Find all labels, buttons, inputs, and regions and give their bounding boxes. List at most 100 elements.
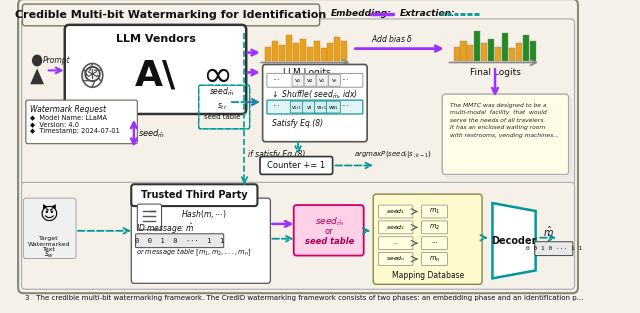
Bar bbox=[460, 41, 467, 60]
FancyBboxPatch shape bbox=[65, 25, 246, 114]
FancyBboxPatch shape bbox=[22, 4, 319, 26]
Text: seed table: seed table bbox=[305, 237, 354, 246]
FancyBboxPatch shape bbox=[314, 101, 328, 113]
Text: v₁₊₁: v₁₊₁ bbox=[292, 105, 302, 110]
FancyBboxPatch shape bbox=[442, 94, 568, 174]
Text: ID message: $\hat{m}$: ID message: $\hat{m}$ bbox=[136, 222, 195, 236]
Text: $s_w$: $s_w$ bbox=[44, 249, 54, 260]
Text: or message table $[m_1, m_2,...,m_n]$: or message table $[m_1, m_2,...,m_n]$ bbox=[136, 247, 252, 258]
Text: ···: ··· bbox=[431, 240, 438, 246]
Bar bbox=[529, 41, 536, 60]
Bar bbox=[265, 47, 271, 60]
Text: Embedding:: Embedding: bbox=[331, 9, 392, 18]
FancyBboxPatch shape bbox=[316, 74, 328, 86]
Text: Satisfy Eq.(8): Satisfy Eq.(8) bbox=[272, 119, 323, 128]
Text: $\infty$: $\infty$ bbox=[202, 58, 230, 92]
Text: 0  0  1  0  ···  1  1: 0 0 1 0 ··· 1 1 bbox=[135, 238, 224, 244]
Text: 3   The credible multi-bit watermarking framework. The CredID watermarking frame: 3 The credible multi-bit watermarking fr… bbox=[25, 295, 584, 301]
Text: or: or bbox=[325, 227, 333, 236]
FancyBboxPatch shape bbox=[136, 234, 224, 248]
Text: if satisfy Eq.(8): if satisfy Eq.(8) bbox=[248, 150, 305, 159]
FancyBboxPatch shape bbox=[260, 156, 333, 174]
FancyBboxPatch shape bbox=[18, 0, 578, 293]
FancyBboxPatch shape bbox=[422, 221, 447, 234]
FancyBboxPatch shape bbox=[378, 221, 413, 234]
Text: $seed_{\hat{m}}$: $seed_{\hat{m}}$ bbox=[314, 216, 344, 228]
Text: Target
Watermarked
Text: Target Watermarked Text bbox=[28, 236, 70, 252]
Text: $m_n$: $m_n$ bbox=[429, 254, 440, 264]
Bar bbox=[341, 41, 348, 60]
FancyBboxPatch shape bbox=[326, 101, 340, 113]
Bar bbox=[286, 35, 292, 60]
Text: ◆  Version: 4.0: ◆ Version: 4.0 bbox=[30, 121, 79, 127]
Bar bbox=[321, 48, 326, 60]
Text: $argmaxP(seed_i|s_{:k-1})$: $argmaxP(seed_i|s_{:k-1})$ bbox=[354, 149, 432, 160]
Text: $seed_2$: $seed_2$ bbox=[386, 223, 405, 232]
Text: Prompt: Prompt bbox=[42, 56, 70, 65]
Bar bbox=[502, 33, 508, 60]
FancyBboxPatch shape bbox=[267, 73, 363, 87]
Text: v₁: v₁ bbox=[319, 78, 325, 83]
FancyBboxPatch shape bbox=[22, 19, 575, 185]
FancyBboxPatch shape bbox=[422, 205, 447, 218]
FancyBboxPatch shape bbox=[442, 94, 568, 174]
Text: ◆  Model Name: LLaMA: ◆ Model Name: LLaMA bbox=[30, 114, 107, 120]
Bar bbox=[314, 41, 319, 60]
Text: Trusted Third Party: Trusted Third Party bbox=[141, 190, 248, 200]
Text: $\hat{m}$: $\hat{m}$ bbox=[543, 225, 554, 239]
Text: LLM Logits: LLM Logits bbox=[283, 69, 330, 77]
Text: $Hash(m, \cdots)$: $Hash(m, \cdots)$ bbox=[181, 208, 227, 220]
Bar bbox=[495, 47, 501, 60]
FancyBboxPatch shape bbox=[22, 182, 575, 289]
FancyBboxPatch shape bbox=[291, 101, 304, 113]
Text: vw₁: vw₁ bbox=[329, 105, 338, 110]
FancyBboxPatch shape bbox=[535, 242, 573, 256]
Text: ···: ··· bbox=[393, 241, 399, 246]
Text: $seed_1$: $seed_1$ bbox=[386, 207, 405, 216]
Text: ···: ··· bbox=[341, 103, 349, 111]
FancyBboxPatch shape bbox=[262, 64, 367, 142]
Bar bbox=[328, 43, 333, 60]
FancyBboxPatch shape bbox=[131, 198, 270, 283]
Bar bbox=[481, 43, 487, 60]
FancyBboxPatch shape bbox=[328, 74, 340, 86]
Bar bbox=[293, 43, 299, 60]
Circle shape bbox=[32, 54, 42, 66]
Text: Extraction:: Extraction: bbox=[400, 9, 456, 18]
FancyBboxPatch shape bbox=[378, 205, 413, 218]
Text: Decoder: Decoder bbox=[492, 236, 537, 246]
Text: Final Logits: Final Logits bbox=[470, 69, 520, 77]
FancyBboxPatch shape bbox=[373, 194, 482, 284]
Text: $seed_n$: $seed_n$ bbox=[386, 254, 405, 264]
Text: 😈: 😈 bbox=[40, 207, 59, 225]
Text: 0 0 1 0 ··· 1 1: 0 0 1 0 ··· 1 1 bbox=[525, 246, 582, 251]
Bar bbox=[279, 45, 285, 60]
FancyBboxPatch shape bbox=[23, 198, 76, 259]
FancyBboxPatch shape bbox=[422, 237, 447, 250]
FancyBboxPatch shape bbox=[444, 96, 570, 176]
Text: $\mathbf{A\backslash}$: $\mathbf{A\backslash}$ bbox=[134, 58, 177, 92]
FancyBboxPatch shape bbox=[294, 205, 364, 256]
Polygon shape bbox=[492, 203, 536, 278]
Bar bbox=[334, 37, 340, 60]
Text: Add bias $\delta$: Add bias $\delta$ bbox=[371, 33, 413, 44]
FancyBboxPatch shape bbox=[292, 74, 304, 86]
Text: v₂: v₂ bbox=[307, 78, 313, 83]
Text: $m_2$: $m_2$ bbox=[429, 223, 440, 232]
Bar bbox=[454, 47, 460, 60]
Text: Credible Multi-bit Watermarking for Identification: Credible Multi-bit Watermarking for Iden… bbox=[15, 10, 326, 20]
Bar bbox=[516, 43, 522, 60]
Text: ···: ··· bbox=[272, 103, 280, 111]
Text: v·: v· bbox=[332, 78, 337, 83]
Bar bbox=[523, 35, 529, 60]
Text: Watermark Request: Watermark Request bbox=[30, 105, 106, 114]
Text: $seed_{\hat{m}}$: $seed_{\hat{m}}$ bbox=[138, 127, 166, 140]
Text: $m_1$: $m_1$ bbox=[429, 207, 440, 216]
Text: v₃: v₃ bbox=[307, 105, 312, 110]
Bar bbox=[272, 41, 278, 60]
Bar bbox=[488, 39, 494, 60]
FancyBboxPatch shape bbox=[422, 253, 447, 265]
Text: ···: ··· bbox=[341, 76, 349, 85]
FancyBboxPatch shape bbox=[267, 100, 363, 114]
FancyBboxPatch shape bbox=[304, 74, 316, 86]
